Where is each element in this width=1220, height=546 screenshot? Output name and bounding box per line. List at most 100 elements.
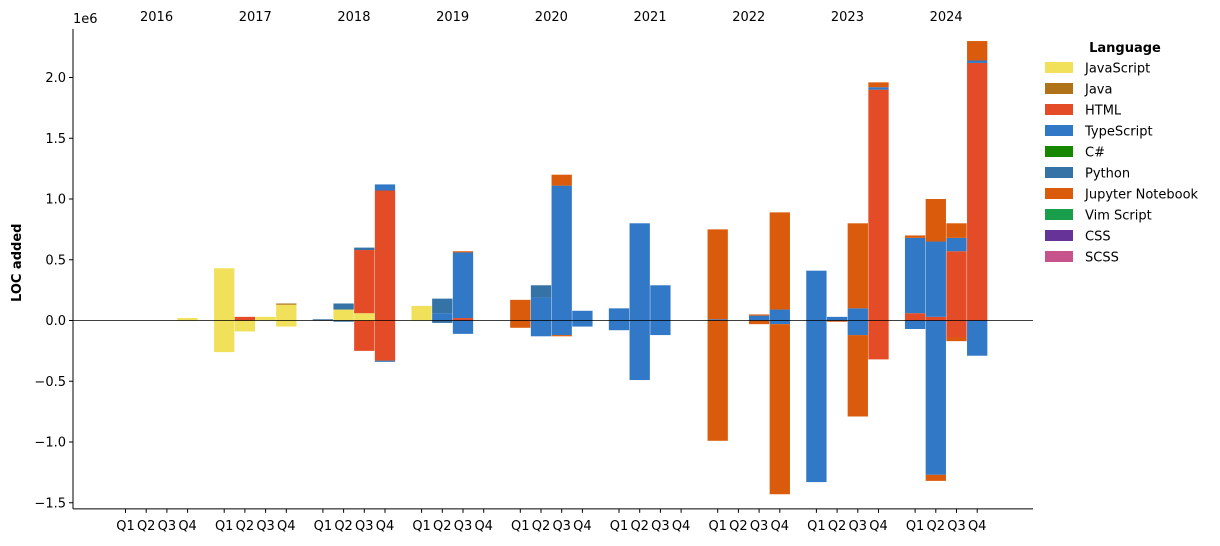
legend-swatch-python [1045, 167, 1073, 178]
bar-segment-2024-Q2-typescript-added [925, 241, 946, 317]
bar-segment-2024-Q2-jupyter-notebook-added [925, 199, 946, 242]
x-tick-label-2024-Q4: Q4 [968, 519, 987, 534]
bar-segment-2024-Q3-html-added [946, 251, 967, 321]
x-tick-label-2021-Q1: Q1 [610, 519, 629, 534]
x-tick-label-2024-Q2: Q2 [927, 519, 946, 534]
x-tick-label-2017-Q3: Q3 [256, 519, 275, 534]
bar-segment-2019-Q3-html-added [452, 318, 474, 321]
x-tick-label-2024-Q1: Q1 [906, 519, 925, 534]
bar-segment-2020-Q3-jupyter-notebook-added [551, 174, 572, 186]
legend-swatch-css [1045, 230, 1073, 241]
bar-segment-2019-Q1-javascript-added [411, 305, 432, 321]
y-tick-label: −1.5 [34, 496, 66, 511]
year-label-2020: 2020 [535, 10, 568, 25]
x-tick-label-2022-Q1: Q1 [708, 519, 727, 534]
bar-segment-2023-Q3-jupyter-notebook-removed [847, 335, 868, 417]
year-label-2024: 2024 [930, 10, 963, 25]
bar-segment-2020-Q4-typescript-removed [572, 320, 593, 327]
bar-segment-2017-Q1-javascript-added [214, 268, 235, 321]
y-tick-label: 1.5 [45, 132, 66, 147]
bar-segment-2023-Q3-typescript-removed [847, 320, 868, 336]
legend-swatch-scss [1045, 251, 1073, 262]
bar-segment-2020-Q3-typescript-added [551, 185, 572, 321]
bar-segment-2018-Q4-python-removed [374, 360, 396, 362]
x-tick-label-2018-Q1: Q1 [314, 519, 333, 534]
x-tick-label-2021-Q3: Q3 [651, 519, 670, 534]
bar-segment-2023-Q1-typescript-removed [806, 320, 827, 483]
bar-segment-2022-Q3-jupyter-notebook-added [748, 314, 770, 316]
bar-segment-2024-Q3-jupyter-notebook-removed [946, 337, 967, 342]
bar-segment-2018-Q4-html-removed [374, 320, 396, 361]
bar-segment-2018-Q4-typescript-added [374, 184, 396, 191]
x-tick-label-2022-Q4: Q4 [771, 519, 790, 534]
bar-segment-2020-Q2-python-added [530, 285, 552, 298]
y-axis-label: LOC added [10, 224, 25, 302]
bar-segment-2020-Q4-typescript-added [572, 310, 593, 321]
legend-label-javascript: JavaScript [1084, 62, 1150, 77]
x-tick-label-2018-Q3: Q3 [355, 519, 374, 534]
bar-segment-2019-Q3-typescript-added [452, 252, 474, 319]
bar-segment-2019-Q2-typescript-added [432, 313, 453, 321]
bar-segment-2017-Q2-javascript-removed [234, 320, 256, 332]
bar-segment-2024-Q2-html-added [925, 316, 946, 321]
bar-segment-2021-Q2-typescript-added [629, 223, 650, 321]
bar-segment-2017-Q4-javascript-added [276, 304, 297, 321]
x-tick-label-2017-Q1: Q1 [215, 519, 234, 534]
bar-segment-2020-Q1-jupyter-notebook-removed [510, 320, 531, 328]
legend-swatch-c [1045, 146, 1073, 157]
bar-segment-2024-Q2-jupyter-notebook-removed [925, 474, 946, 481]
bar-segment-2018-Q3-html-removed [354, 320, 375, 351]
x-tick-label-2021-Q4: Q4 [672, 519, 691, 534]
bar-segment-2018-Q3-python-added [354, 247, 375, 251]
bar-segment-2017-Q4-java-added [276, 303, 297, 305]
x-tick-label-2016-Q2: Q2 [137, 519, 156, 534]
x-tick-label-2016-Q3: Q3 [158, 519, 177, 534]
y-tick-label: 0.0 [45, 314, 66, 329]
x-tick-label-2022-Q3: Q3 [750, 519, 769, 534]
bar-segment-2019-Q3-typescript-removed [452, 320, 474, 334]
x-tick-label-2016-Q1: Q1 [116, 519, 135, 534]
legend-label-c: C# [1085, 146, 1105, 161]
x-tick-label-2022-Q2: Q2 [729, 519, 748, 534]
bar-segment-2022-Q4-jupyter-notebook-added [769, 212, 790, 310]
y-tick-label: 0.5 [45, 253, 66, 268]
bar-segment-2023-Q2-jupyter-notebook-removed [826, 320, 848, 322]
bar-segment-2018-Q3-html-added [354, 250, 375, 314]
x-tick-label-2018-Q4: Q4 [376, 519, 395, 534]
y-offset-label: 1e6 [73, 12, 98, 27]
bar-segment-2023-Q2-typescript-added [826, 316, 848, 321]
bar-segment-2018-Q2-python-removed [333, 320, 354, 322]
bar-segment-2024-Q4-typescript-removed [967, 320, 988, 356]
bar-segment-2024-Q1-typescript-added [904, 237, 926, 314]
bar-segment-2023-Q3-typescript-added [847, 308, 868, 321]
bar-segment-2024-Q3-typescript-added [946, 237, 967, 252]
year-label-2022: 2022 [732, 10, 765, 25]
bar-segment-2023-Q4-html-removed [868, 320, 889, 360]
legend-label-python: Python [1085, 167, 1130, 182]
x-tick-label-2023-Q1: Q1 [807, 519, 826, 534]
bar-segment-2024-Q1-jupyter-notebook-added [904, 235, 926, 238]
x-tick-label-2017-Q4: Q4 [277, 519, 296, 534]
legend-label-jupyter-notebook: Jupyter Notebook [1084, 188, 1199, 203]
x-tick-label-2020-Q1: Q1 [511, 519, 530, 534]
bar-segment-2021-Q3-typescript-removed [650, 320, 671, 336]
bar-segment-2017-Q3-javascript-added [255, 316, 276, 321]
bar-segment-2022-Q1-jupyter-notebook-removed [707, 320, 728, 441]
legend-title: Language [1089, 41, 1161, 56]
legend-swatch-java [1045, 83, 1073, 94]
bar-segment-2024-Q1-typescript-removed [904, 320, 926, 330]
bar-segment-2022-Q3-jupyter-notebook-removed [748, 320, 770, 325]
bar-segment-2018-Q1-python-added [312, 319, 334, 321]
x-tick-label-2024-Q3: Q3 [947, 519, 966, 534]
bar-segment-2022-Q3-typescript-added [748, 315, 770, 321]
legend-swatch-javascript [1045, 62, 1073, 73]
bar-segment-2021-Q3-typescript-added [650, 285, 671, 321]
bar-segment-2022-Q4-typescript-added [769, 309, 790, 321]
y-tick-label: −0.5 [34, 375, 66, 390]
bar-segment-2018-Q2-python-added [333, 303, 354, 310]
legend-label-vim-script: Vim Script [1085, 209, 1152, 224]
bar-segment-2024-Q3-html-removed [946, 320, 967, 338]
bar-segment-2024-Q4-typescript-added [967, 60, 988, 63]
bar-segment-2018-Q2-javascript-added [333, 309, 354, 321]
